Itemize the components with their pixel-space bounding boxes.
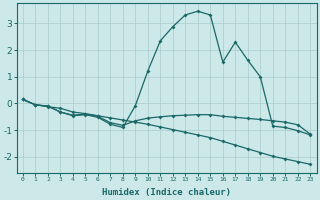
X-axis label: Humidex (Indice chaleur): Humidex (Indice chaleur) <box>102 188 231 197</box>
